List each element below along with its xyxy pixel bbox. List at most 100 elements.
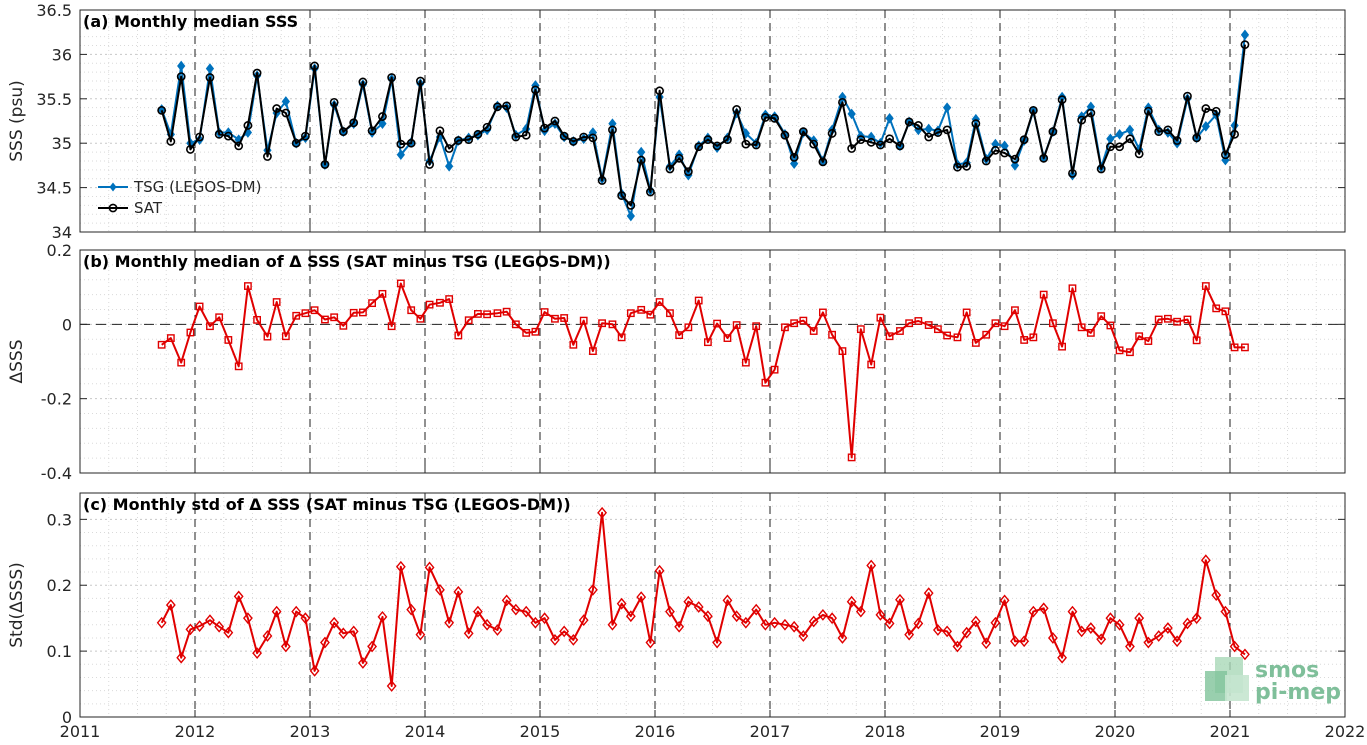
data-point (1154, 315, 1163, 324)
data-point (1058, 342, 1067, 351)
data-point (234, 141, 244, 151)
data-point (540, 125, 549, 137)
data-point (1201, 104, 1211, 113)
data-point (637, 305, 646, 314)
data-point (166, 137, 176, 146)
data-point (272, 298, 281, 306)
data-point (1115, 346, 1124, 355)
data-point (970, 615, 981, 628)
data-point (569, 340, 578, 349)
data-point (214, 620, 225, 633)
data-point (1115, 129, 1124, 140)
data-point (846, 595, 857, 608)
y-axis-label: Std(ΔSSS) (7, 562, 27, 648)
data-point (176, 651, 187, 664)
data-point (867, 360, 876, 369)
data-point (492, 624, 503, 636)
data-point (684, 323, 693, 332)
data-point (378, 118, 387, 129)
data-point (866, 137, 876, 147)
data-point (683, 167, 693, 177)
data-point (1068, 168, 1077, 178)
data-point (1067, 605, 1078, 618)
data-point (215, 313, 224, 322)
data-point (654, 564, 665, 577)
data-point (1028, 605, 1039, 618)
data-point (396, 139, 406, 149)
data-point (1135, 332, 1144, 341)
data-point (435, 126, 445, 136)
data-point (587, 583, 598, 596)
data-point (798, 630, 809, 642)
series-line (161, 282, 1245, 459)
data-point (818, 157, 828, 167)
data-point (1086, 328, 1095, 337)
data-point (942, 125, 952, 135)
data-point (598, 319, 607, 328)
data-point (530, 616, 541, 629)
data-point (1211, 589, 1222, 602)
data-point (589, 347, 597, 355)
data-point (838, 347, 847, 355)
data-point (885, 332, 894, 341)
data-point (1183, 315, 1192, 324)
data-point (933, 128, 943, 137)
y-tick-label: 0 (62, 315, 72, 334)
data-point (1000, 148, 1009, 158)
data-point (395, 560, 406, 573)
data-point (905, 319, 914, 328)
data-point (338, 127, 348, 137)
y-tick-label: 34.5 (36, 179, 72, 198)
data-point (781, 323, 789, 332)
data-point (1028, 105, 1038, 115)
panel-title: (b) Monthly median of Δ SSS (SAT minus T… (83, 252, 611, 271)
data-point (301, 309, 310, 318)
data-point (568, 137, 578, 146)
data-point (416, 314, 425, 323)
data-point (953, 333, 962, 342)
data-point (1115, 142, 1124, 152)
data-point (588, 133, 598, 143)
data-point (521, 605, 532, 618)
data-point (1192, 133, 1202, 143)
data-point (981, 156, 991, 166)
data-point (636, 155, 646, 165)
data-point (1144, 337, 1153, 345)
data-point (338, 627, 349, 640)
data-point (559, 625, 570, 638)
data-point (675, 331, 684, 340)
data-point (435, 583, 445, 596)
data-point (645, 636, 656, 649)
axes-box (79, 249, 1346, 474)
data-point (665, 605, 675, 618)
data-point (214, 129, 224, 139)
data-point (474, 310, 482, 318)
x-tick-label: 2017 (750, 722, 791, 741)
data-point (1182, 617, 1193, 630)
data-point (195, 302, 204, 311)
data-point (1039, 153, 1049, 163)
data-point (884, 617, 895, 630)
axes-box (79, 9, 1346, 233)
data-point (942, 102, 952, 113)
data-point (751, 140, 761, 150)
data-point (387, 322, 396, 331)
data-point (407, 306, 416, 315)
data-point (607, 618, 618, 631)
data-point (253, 315, 261, 324)
panel-title: (a) Monthly median SSS (83, 12, 298, 31)
data-point (559, 131, 569, 141)
data-point (608, 320, 617, 329)
data-point (1240, 29, 1250, 41)
data-point (291, 605, 302, 618)
data-point (1019, 135, 1029, 145)
data-point (436, 298, 444, 307)
data-point (368, 299, 376, 308)
data-point (1229, 640, 1240, 653)
legend-marker (109, 182, 117, 192)
data-point (856, 325, 865, 334)
data-point (424, 561, 435, 574)
data-point (186, 328, 195, 337)
data-point (560, 314, 569, 322)
data-point (798, 127, 808, 137)
